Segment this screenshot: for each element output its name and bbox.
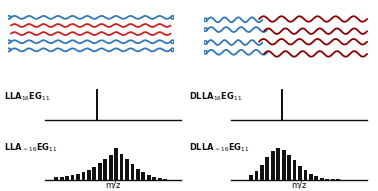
Bar <box>309 174 313 180</box>
Bar <box>109 155 113 180</box>
Bar <box>114 148 118 180</box>
Bar <box>331 179 335 180</box>
Bar <box>271 151 275 180</box>
Bar <box>141 172 145 180</box>
Bar <box>158 178 161 180</box>
Bar <box>96 89 98 120</box>
Bar <box>130 164 134 180</box>
Bar <box>320 178 324 180</box>
Text: DLLA$_{\sim16}$EG$_{11}$: DLLA$_{\sim16}$EG$_{11}$ <box>189 142 249 154</box>
Bar <box>136 169 140 180</box>
Text: DLLA$_{16}$EG$_{11}$: DLLA$_{16}$EG$_{11}$ <box>189 91 242 104</box>
Bar <box>287 155 291 180</box>
Bar <box>60 177 64 180</box>
Bar <box>336 179 340 180</box>
Bar <box>265 157 269 180</box>
Bar <box>304 170 307 180</box>
Bar <box>71 175 74 180</box>
Bar <box>125 159 129 180</box>
Bar <box>120 154 124 180</box>
Bar <box>282 89 283 120</box>
X-axis label: m/z: m/z <box>291 181 306 190</box>
Bar <box>87 170 91 180</box>
Bar <box>254 171 258 180</box>
Bar <box>98 163 102 180</box>
Bar <box>249 175 253 180</box>
Bar <box>293 160 296 180</box>
Bar <box>282 150 285 180</box>
Bar <box>54 177 58 180</box>
Text: LLA$_{\sim16}$EG$_{11}$: LLA$_{\sim16}$EG$_{11}$ <box>4 142 57 154</box>
Bar <box>325 179 329 180</box>
Bar <box>276 148 280 180</box>
Bar <box>314 176 318 180</box>
X-axis label: m/z: m/z <box>106 181 121 190</box>
Bar <box>76 174 80 180</box>
Bar <box>82 172 85 180</box>
Bar <box>93 167 96 180</box>
Bar <box>65 176 69 180</box>
Bar <box>147 175 151 180</box>
Bar <box>103 159 107 180</box>
Bar <box>298 166 302 180</box>
Text: LLA$_{16}$EG$_{11}$: LLA$_{16}$EG$_{11}$ <box>4 91 50 104</box>
Bar <box>163 179 167 180</box>
Bar <box>152 177 156 180</box>
Bar <box>260 165 264 180</box>
